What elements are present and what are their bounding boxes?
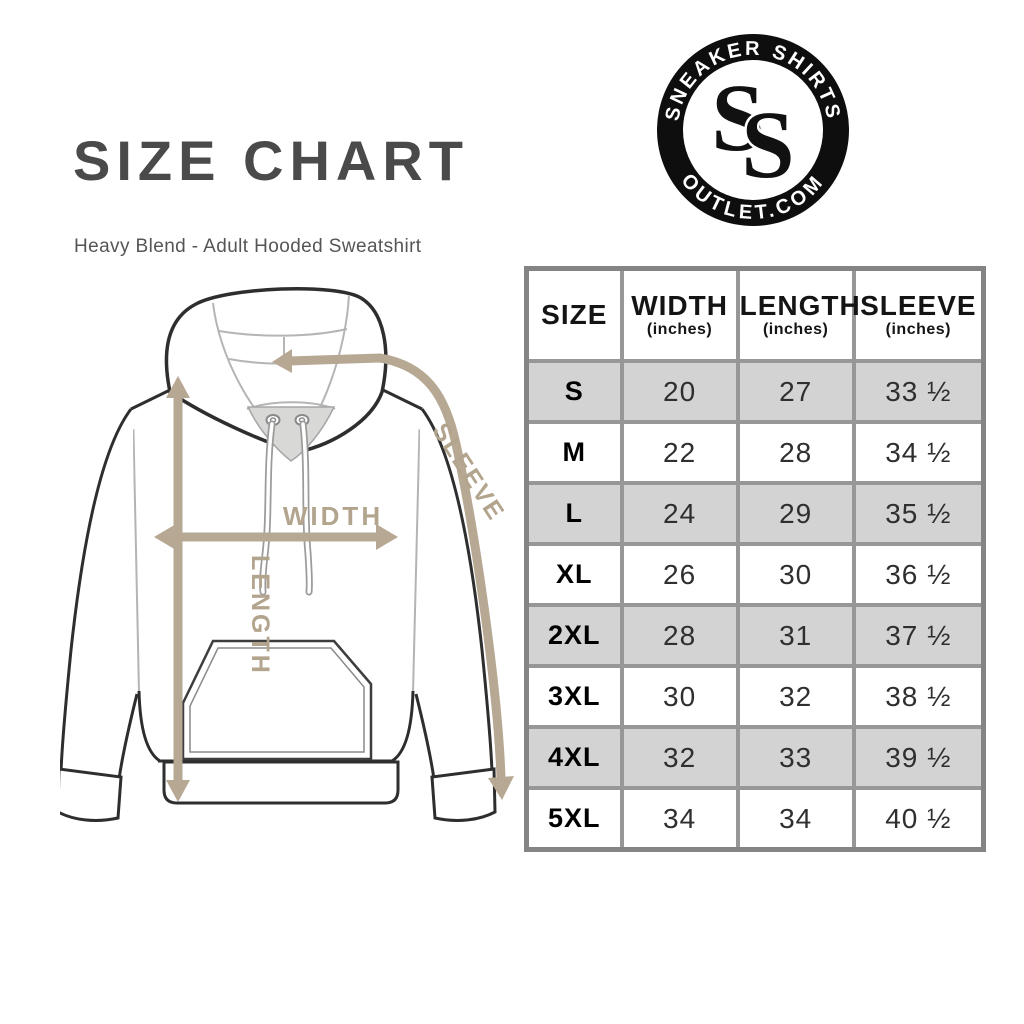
sleeve-cell: 39 ½ xyxy=(851,725,986,790)
table-row-3xl: 3XL 30 32 38 ½ xyxy=(524,664,986,729)
width-cell: 30 xyxy=(619,664,740,729)
width-cell: 20 xyxy=(619,359,740,424)
width-cell: 34 xyxy=(619,786,740,852)
hoodie-drawing xyxy=(60,286,514,822)
page-subtitle: Heavy Blend - Adult Hooded Sweatshirt xyxy=(74,236,422,257)
hoodie-right-sleeve xyxy=(382,388,497,822)
brand-logo: SNEAKER SHIRTS OUTLET.COM S S xyxy=(653,30,853,230)
sleeve-arrow xyxy=(272,349,514,800)
length-cell: 31 xyxy=(735,603,856,668)
size-cell: M xyxy=(524,420,624,485)
header-row: SIZE WIDTH (inches) LENGTH (inches) SLEE… xyxy=(524,266,986,363)
length-cell: 28 xyxy=(735,420,856,485)
hood-drawstrings xyxy=(259,420,313,596)
hoodie-diagram: WIDTH LENGTH SLEEVE xyxy=(60,260,530,835)
length-cell: 34 xyxy=(735,786,856,852)
width-cell: 26 xyxy=(619,542,740,607)
table-row-5xl: 5XL 34 34 40 ½ xyxy=(524,786,986,852)
size-cell: 5XL xyxy=(524,786,624,852)
table-row-s: S 20 27 33 ½ xyxy=(524,359,986,424)
size-table-container: SIZE WIDTH (inches) LENGTH (inches) SLEE… xyxy=(524,266,986,852)
size-cell: XL xyxy=(524,542,624,607)
sleeve-cell: 37 ½ xyxy=(851,603,986,668)
table-row-xl: XL 26 30 36 ½ xyxy=(524,542,986,607)
table-row-4xl: 4XL 32 33 39 ½ xyxy=(524,725,986,790)
width-cell: 32 xyxy=(619,725,740,790)
logo-ss-monogram: S S xyxy=(709,62,797,201)
length-cell: 27 xyxy=(735,359,856,424)
sleeve-cell: 38 ½ xyxy=(851,664,986,729)
size-cell: S xyxy=(524,359,624,424)
svg-text:S: S xyxy=(741,91,794,198)
table-row-l: L 24 29 35 ½ xyxy=(524,481,986,546)
size-cell: 4XL xyxy=(524,725,624,790)
sleeve-cell: 34 ½ xyxy=(851,420,986,485)
col-header-length: LENGTH (inches) xyxy=(735,266,860,363)
hoodie-left-sleeve xyxy=(60,388,171,822)
logo-inner-disc xyxy=(683,60,823,200)
col-header-size: SIZE xyxy=(524,266,624,363)
size-cell: L xyxy=(524,481,624,546)
sleeve-cell: 33 ½ xyxy=(851,359,986,424)
size-cell: 2XL xyxy=(524,603,624,668)
brand-logo-badge: SNEAKER SHIRTS OUTLET.COM S S xyxy=(657,34,849,226)
width-measure-label: WIDTH xyxy=(282,501,384,531)
sleeve-cell: 35 ½ xyxy=(851,481,986,546)
size-table: SIZE WIDTH (inches) LENGTH (inches) SLEE… xyxy=(524,266,986,852)
width-cell: 28 xyxy=(619,603,740,668)
length-cell: 29 xyxy=(735,481,856,546)
hoodie-pocket xyxy=(181,639,373,761)
length-measure-label: LENGTH xyxy=(246,555,274,676)
width-arrow xyxy=(154,524,398,550)
length-cell: 32 xyxy=(735,664,856,729)
svg-text:S: S xyxy=(711,64,764,171)
length-arrow xyxy=(166,376,190,802)
length-cell: 30 xyxy=(735,542,856,607)
hoodie-hem-band xyxy=(162,760,400,805)
page-title: SIZE CHART xyxy=(73,129,469,192)
table-row-m: M 22 28 34 ½ xyxy=(524,420,986,485)
col-header-width: WIDTH (inches) xyxy=(619,266,740,363)
length-cell: 33 xyxy=(735,725,856,790)
width-cell: 22 xyxy=(619,420,740,485)
table-row-2xl: 2XL 28 31 37 ½ xyxy=(524,603,986,668)
size-cell: 3XL xyxy=(524,664,624,729)
sleeve-cell: 40 ½ xyxy=(851,786,986,852)
width-cell: 24 xyxy=(619,481,740,546)
col-header-sleeve: SLEEVE (inches) xyxy=(851,266,986,363)
sleeve-cell: 36 ½ xyxy=(851,542,986,607)
